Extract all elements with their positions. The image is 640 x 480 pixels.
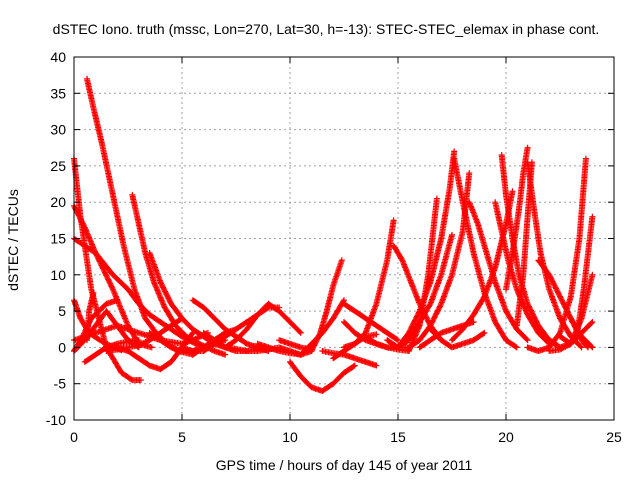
series-pass-38 (427, 326, 488, 351)
ticks: 0 5 10 15 20 25 -10 -5 0 5 10 15 20 25 30 35 40 (46, 49, 622, 445)
series-pass-22 (254, 340, 304, 358)
y-tick-label: 10 (50, 267, 66, 283)
series-markers (254, 340, 304, 358)
y-tick-label: 15 (50, 231, 66, 247)
series-pass-33 (384, 170, 473, 351)
y-tick-label: 5 (58, 303, 66, 319)
y-tick-label: 0 (58, 339, 66, 355)
series-markers (384, 170, 473, 351)
y-tick-label: 35 (50, 85, 66, 101)
x-axis-label: GPS time / hours of day 145 of year 2011 (216, 457, 473, 473)
y-axis-label: dSTEC / TECUs (5, 189, 21, 291)
chart-title: dSTEC Iono. truth (mssc, Lon=270, Lat=30… (53, 21, 600, 37)
x-tick-label: 15 (390, 429, 406, 445)
series-markers (466, 199, 531, 344)
y-tick-label: 20 (50, 194, 66, 210)
series-pass-48 (524, 155, 589, 354)
series-markers (308, 257, 345, 354)
series-markers (222, 300, 304, 351)
series-pass-10 (81, 337, 142, 365)
series-markers (287, 358, 358, 394)
x-tick-label: 10 (282, 429, 298, 445)
x-tick-label: 0 (70, 429, 78, 445)
series-pass-40 (466, 199, 531, 344)
y-tick-label: -5 (54, 376, 67, 392)
data-layer (71, 75, 596, 394)
y-tick-label: 30 (50, 122, 66, 138)
series-markers (341, 217, 397, 351)
y-tick-label: 40 (50, 49, 66, 65)
y-tick-label: -10 (46, 412, 66, 428)
series-markers (319, 348, 380, 369)
series-pass-27 (319, 348, 380, 369)
x-tick-label: 25 (606, 429, 622, 445)
x-tick-label: 5 (178, 429, 186, 445)
series-pass-31 (341, 217, 397, 351)
y-tick-label: 25 (50, 158, 66, 174)
series-markers (524, 155, 589, 354)
series-pass-36 (405, 195, 440, 354)
x-tick-label: 20 (498, 429, 514, 445)
series-pass-52 (546, 318, 596, 354)
series-pass-26 (308, 257, 345, 354)
series-markers (427, 326, 488, 351)
series-pass-20 (222, 300, 304, 351)
series-pass-24 (287, 358, 358, 394)
series-markers (405, 195, 440, 354)
series-markers (546, 318, 596, 354)
series-markers (81, 337, 142, 365)
